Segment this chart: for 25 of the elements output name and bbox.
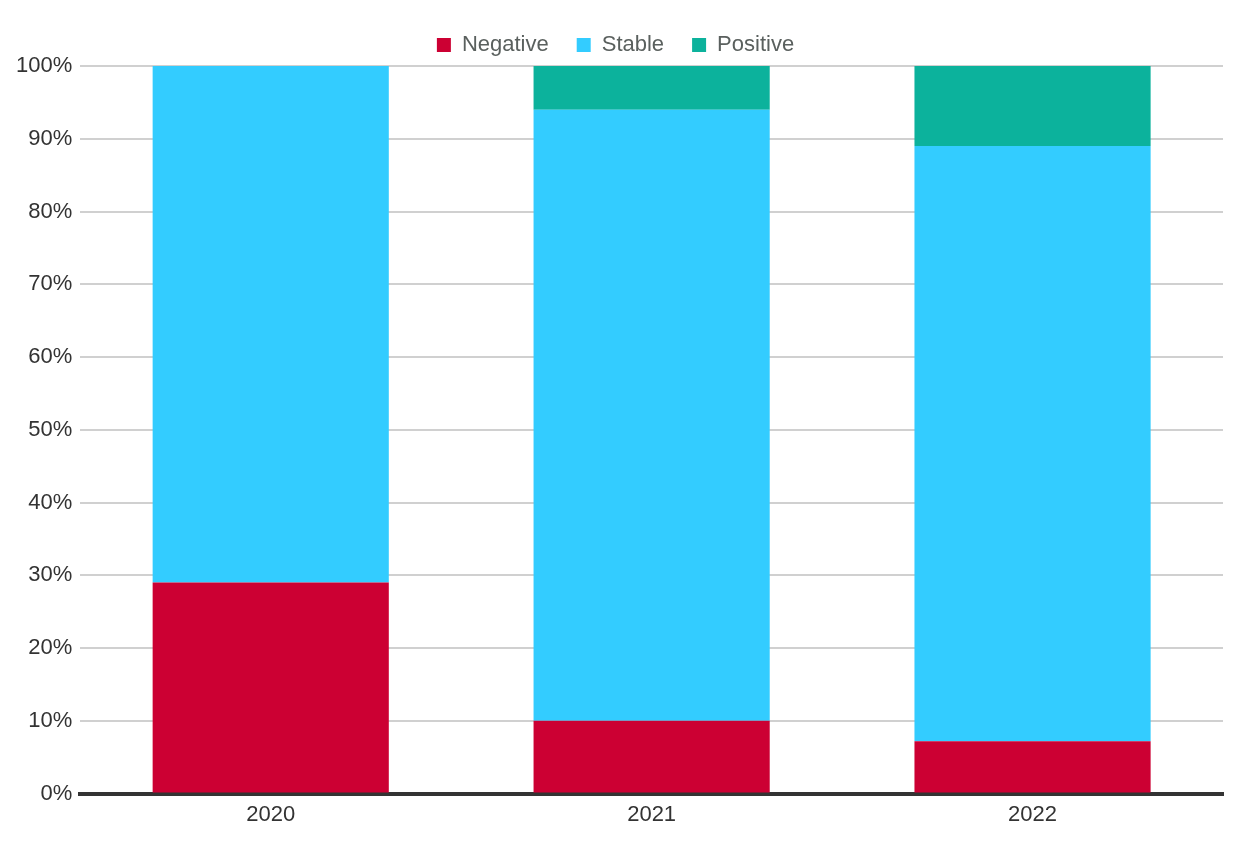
x-tick-label: 2020 — [246, 800, 296, 826]
legend-label: Negative — [461, 31, 549, 57]
y-tick-label: 50% — [28, 415, 73, 441]
bar — [152, 66, 389, 583]
legend-label: Stable — [601, 31, 665, 57]
y-tick-label: 80% — [28, 197, 73, 223]
y-tick-label: 40% — [28, 488, 73, 514]
bar — [533, 720, 770, 793]
y-tick-label: 70% — [28, 270, 73, 296]
bar — [914, 66, 1151, 147]
bar — [533, 66, 770, 110]
x-tick-label: 2022 — [1008, 800, 1058, 826]
y-tick-label: 90% — [28, 124, 73, 150]
bar — [533, 109, 770, 721]
y-tick-label: 20% — [28, 634, 73, 660]
y-tick-label: 60% — [28, 343, 73, 369]
bar — [914, 146, 1151, 742]
legend-label: Positive — [717, 31, 795, 57]
y-tick-label: 100% — [15, 52, 73, 78]
bar — [152, 582, 389, 793]
y-tick-label: 30% — [28, 561, 73, 587]
y-tick-label: 10% — [28, 706, 73, 732]
y-tick-label: 0% — [40, 779, 73, 805]
bar — [914, 741, 1151, 793]
x-tick-label: 2021 — [627, 800, 677, 826]
